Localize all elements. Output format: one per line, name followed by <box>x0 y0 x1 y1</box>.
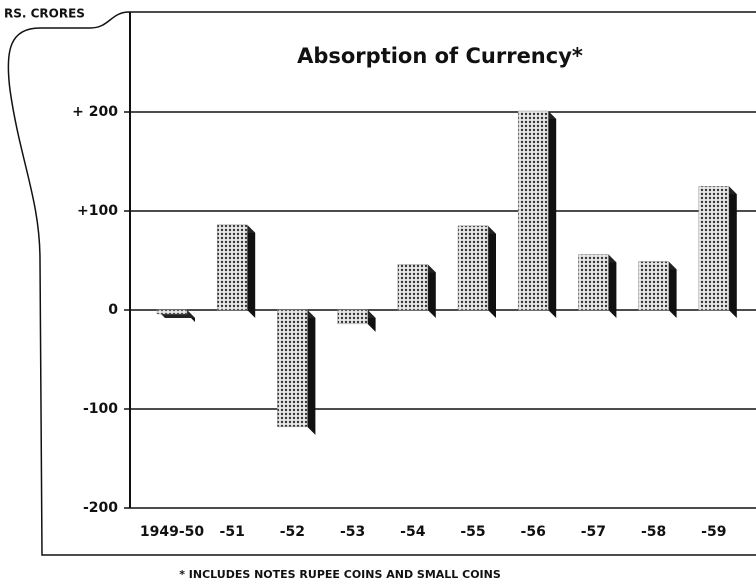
x-tick-label: -57 <box>581 524 606 540</box>
bar <box>156 309 195 322</box>
bar <box>698 186 737 318</box>
chart-title: Absorption of Currency* <box>297 44 583 68</box>
bar <box>337 309 376 332</box>
bar-side <box>488 225 496 318</box>
y-tick-label: 0 <box>108 302 118 318</box>
footnote: * INCLUDES NOTES RUPEE COINS AND SMALL C… <box>179 568 501 581</box>
y-tick-label: -200 <box>83 500 118 516</box>
bar-side <box>307 310 316 435</box>
bar-face <box>517 110 549 311</box>
bar-side <box>427 264 436 318</box>
bar-face <box>457 225 489 311</box>
x-tick-label: -56 <box>521 524 546 540</box>
x-tick-label: -53 <box>340 524 365 540</box>
bar-face <box>698 186 730 311</box>
bar-face <box>277 309 308 428</box>
y-axis-label: RS. CRORES <box>4 7 85 21</box>
bar-side <box>668 261 677 318</box>
y-tick-label: -100 <box>83 401 118 417</box>
bar-face <box>216 224 248 311</box>
x-tick-label: -54 <box>400 524 426 540</box>
bar <box>277 309 316 435</box>
x-tick-label: -58 <box>641 524 666 540</box>
bar <box>638 261 677 318</box>
bar-side <box>728 186 737 318</box>
bar-face <box>397 264 429 311</box>
x-tick-label: -51 <box>220 524 245 540</box>
bar-side <box>608 254 617 318</box>
bar-face <box>578 254 609 311</box>
bar <box>517 110 557 318</box>
bar-side <box>548 111 557 318</box>
x-tick-label: 1949-50 <box>140 524 205 540</box>
bar-face <box>337 309 368 325</box>
bar <box>578 254 617 318</box>
y-tick-label: + 200 <box>72 104 118 120</box>
x-tick-label: -55 <box>460 524 485 540</box>
bar <box>457 225 496 318</box>
bar-side <box>247 224 256 318</box>
bar <box>397 264 436 318</box>
y-tick-label: +100 <box>77 203 118 219</box>
x-tick-label: -59 <box>701 524 726 540</box>
x-tick-label: -52 <box>280 524 305 540</box>
bar-face <box>638 261 669 311</box>
bar-face <box>156 309 188 315</box>
paper-border <box>7 11 756 556</box>
bar <box>216 224 256 318</box>
